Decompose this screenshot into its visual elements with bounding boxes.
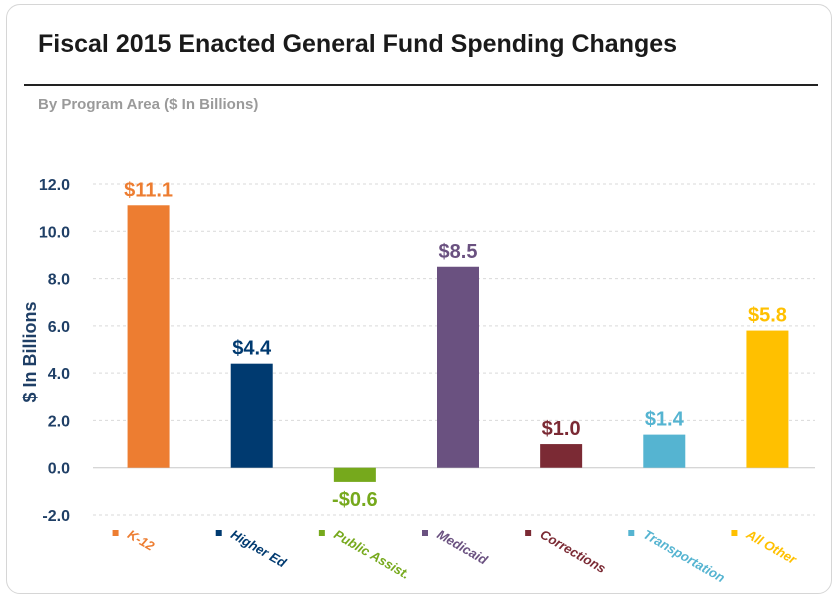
category-marker (422, 530, 428, 536)
data-label: $4.4 (232, 338, 272, 360)
data-labels: $11.1 $4.4 -$0.6 $8.5 $1.0 $1.4 $5.8 (124, 179, 787, 511)
category-marker (215, 530, 222, 536)
y-tick-label: 12.0 (39, 177, 70, 194)
y-tick-label: 4.0 (48, 366, 70, 383)
category-marker (318, 530, 325, 536)
y-tick-label: -2.0 (42, 508, 70, 525)
y-axis: -2.0 0.0 2.0 4.0 6.0 8.0 10.0 12.0 (39, 177, 70, 525)
data-label: $5.8 (748, 305, 787, 327)
chart-title: Fiscal 2015 Enacted General Fund Spendin… (38, 30, 678, 58)
bar (333, 467, 376, 482)
bar (746, 330, 789, 468)
chart-subtitle: By Program Area ($ In Billions) (38, 96, 259, 113)
chart-frame (6, 4, 832, 594)
y-tick-label: 10.0 (39, 224, 70, 241)
y-axis-label: $ In Billions (20, 301, 40, 402)
category-label: Corrections (538, 527, 609, 576)
y-tick-label: 0.0 (48, 461, 70, 478)
bar (230, 363, 273, 468)
bars (127, 205, 789, 482)
category-label: Higher Ed (228, 527, 290, 571)
data-label: $1.4 (645, 409, 685, 431)
category-marker (112, 530, 119, 536)
data-label: $1.0 (542, 418, 581, 440)
category-marker (525, 530, 532, 536)
category-label: All Other (743, 526, 800, 567)
data-label: -$0.6 (332, 489, 378, 511)
data-label: $8.5 (439, 241, 478, 263)
title-divider (24, 84, 818, 86)
category-label: Public Assist. (331, 527, 412, 582)
bar (540, 444, 583, 468)
category-label: K-12 (125, 527, 158, 554)
category-marker (628, 530, 635, 536)
y-tick-label: 6.0 (48, 319, 70, 336)
category-legend: K-12 Higher Ed Public Assist. Medicaid Corre… (112, 526, 800, 586)
bar (127, 205, 170, 468)
y-tick-label: 2.0 (48, 413, 70, 430)
data-label: $11.1 (124, 179, 173, 201)
y-tick-label: 8.0 (48, 272, 70, 289)
bar (643, 434, 686, 468)
bar (437, 266, 479, 468)
category-label: Transportation (641, 527, 728, 586)
category-label: Medicaid (435, 527, 492, 568)
category-marker (731, 530, 738, 536)
